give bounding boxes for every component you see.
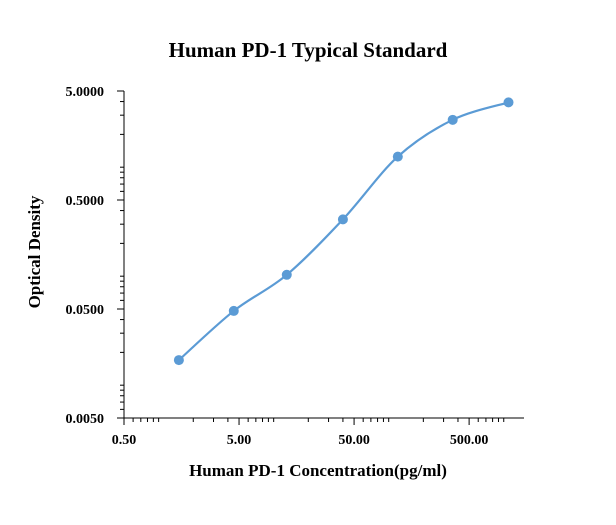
x-tick-label: 5.00 <box>227 433 252 448</box>
data-points <box>173 97 514 366</box>
data-point <box>337 214 348 225</box>
y-axis-label: Optical Density <box>25 195 44 308</box>
data-point <box>392 151 403 162</box>
y-tick-label: 0.0500 <box>66 303 105 318</box>
x-axis-ticks: 0.50 5.00 50.00 500.00 <box>112 418 505 448</box>
y-tick-label: 0.0050 <box>66 412 105 427</box>
x-tick-label: 500.00 <box>450 433 489 448</box>
fitted-curve <box>178 101 509 361</box>
y-tick-label: 5.0000 <box>66 85 105 100</box>
data-point <box>447 114 458 125</box>
y-tick-label: 0.5000 <box>66 194 105 209</box>
x-tick-label: 50.00 <box>338 433 370 448</box>
x-tick-label: 0.50 <box>112 433 137 448</box>
data-point <box>281 269 292 280</box>
x-axis-label: Human PD-1 Concentration(pg/ml) <box>189 461 447 480</box>
chart-title: Human PD-1 Typical Standard <box>169 38 448 62</box>
data-point <box>173 355 184 366</box>
y-axis-ticks: 0.0050 0.0500 0.5000 5.0000 <box>66 85 124 427</box>
data-point <box>503 97 514 108</box>
axes <box>123 91 524 419</box>
data-point <box>228 305 239 316</box>
